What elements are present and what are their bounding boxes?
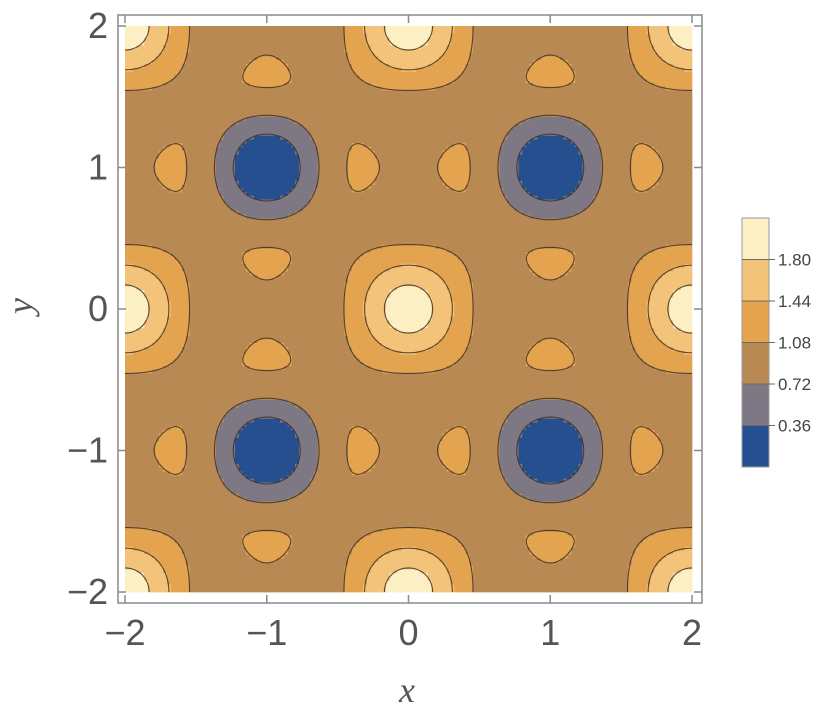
legend-label: 0.36 [778, 417, 811, 436]
y-axis-title: y [0, 298, 40, 317]
y-tick-label: −1 [67, 430, 108, 471]
x-tick-label: 0 [398, 612, 418, 653]
contour-line-4 [124, 25, 693, 593]
contour-line-0 [232, 133, 585, 485]
legend-label: 1.44 [778, 292, 811, 311]
legend-label: 1.80 [778, 251, 811, 270]
color-legend: 0.36 0.72 1.08 1.44 1.80 [741, 217, 811, 468]
legend-swatch-2 [742, 342, 769, 385]
y-tick-label: 0 [88, 288, 108, 329]
contour-band-0 [234, 135, 583, 483]
legend-swatch-3 [742, 301, 769, 343]
legend-label: 1.08 [778, 334, 811, 353]
x-axis-title: x [398, 670, 415, 710]
legend-swatch-0 [742, 425, 769, 468]
contour-line-2 [124, 25, 693, 593]
contour-plot-area [125, 26, 693, 593]
contour-line-3 [124, 25, 693, 593]
legend-label: 0.72 [778, 375, 811, 394]
legend-swatch-5 [742, 218, 769, 260]
x-axis: −2 −1 0 1 2 [104, 15, 702, 653]
contour-line-1 [213, 114, 604, 504]
x-tick-label: 2 [682, 612, 702, 653]
y-tick-label: −2 [67, 571, 108, 612]
contour-band-2 [125, 26, 693, 593]
x-tick-label: −1 [246, 612, 287, 653]
contour-band-5 [125, 26, 693, 593]
y-axis: −2 −1 0 1 2 [67, 5, 702, 612]
legend-swatch-4 [742, 259, 769, 302]
x-tick-label: 1 [540, 612, 560, 653]
contour-lines [124, 25, 693, 593]
y-tick-label: 1 [88, 147, 108, 188]
x-tick-label: −2 [104, 612, 145, 653]
y-tick-label: 2 [88, 5, 108, 46]
legend-swatch-1 [742, 384, 769, 426]
